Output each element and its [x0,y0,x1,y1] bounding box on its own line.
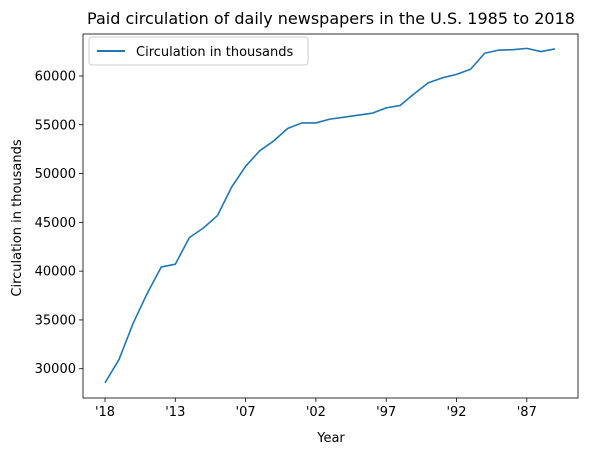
x-tick-label: '87 [517,405,537,420]
x-axis-label: Year [316,431,345,446]
x-tick-label: '18 [95,405,115,420]
x-tick-label: '02 [306,405,326,420]
y-axis: 30000 35000 40000 45000 50000 55000 60000 [35,69,83,377]
legend-box [88,36,309,66]
axes-frame [82,33,579,399]
legend: Circulation in thousands [88,36,309,66]
y-tick-label: 55000 [35,118,76,133]
y-axis-label: Circulation in thousands [10,139,25,296]
y-tick-label: 30000 [35,362,76,377]
y-tick-label: 45000 [35,216,76,231]
x-tick-label: '07 [236,405,256,420]
x-axis: '18 '13 '07 '02 '97 '92 '87 [95,398,537,420]
y-tick-label: 60000 [35,69,76,84]
x-tick-label: '92 [446,405,466,420]
y-tick-label: 40000 [35,265,76,280]
y-tick-label: 50000 [35,167,76,182]
x-tick-label: '13 [165,405,185,420]
chart-title: Paid circulation of daily newspapers in … [87,9,575,28]
legend-entry-label: Circulation in thousands [136,45,293,60]
x-tick-label: '97 [376,405,396,420]
plot-area [82,33,579,399]
y-tick-label: 35000 [35,313,76,328]
